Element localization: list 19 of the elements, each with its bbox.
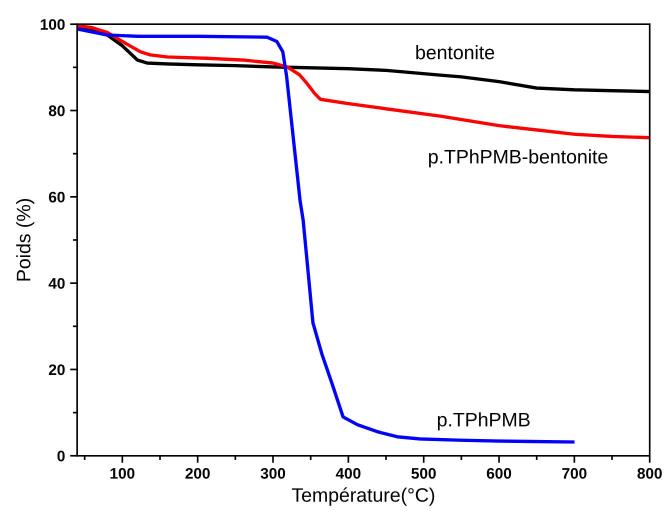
y-tick-label: 0: [57, 450, 65, 462]
y-axis-title: Poids (%): [16, 199, 34, 281]
y-tick-label: 60: [48, 192, 65, 203]
x-tick-label: 400: [336, 468, 360, 479]
x-tick-label: 200: [185, 468, 210, 479]
series-label: p.TPhPMB: [438, 412, 530, 430]
y-tick-label: 80: [48, 105, 65, 116]
y-tick-label: 100: [40, 19, 65, 30]
x-axis-title: Température(°C): [292, 487, 434, 506]
x-tick-label: 600: [486, 468, 512, 479]
y-tick-label: 40: [48, 278, 65, 289]
x-tick-label: 500: [411, 468, 436, 479]
x-tick-label: 700: [562, 468, 586, 479]
series-label: bentonite: [416, 45, 494, 60]
x-tick-label: 100: [110, 468, 134, 479]
x-tick-label: 800: [637, 468, 662, 479]
series-label: p.TPhPMB-bentonite: [429, 149, 608, 168]
x-tick-label: 300: [260, 468, 286, 479]
y-tick-label: 20: [48, 364, 65, 376]
